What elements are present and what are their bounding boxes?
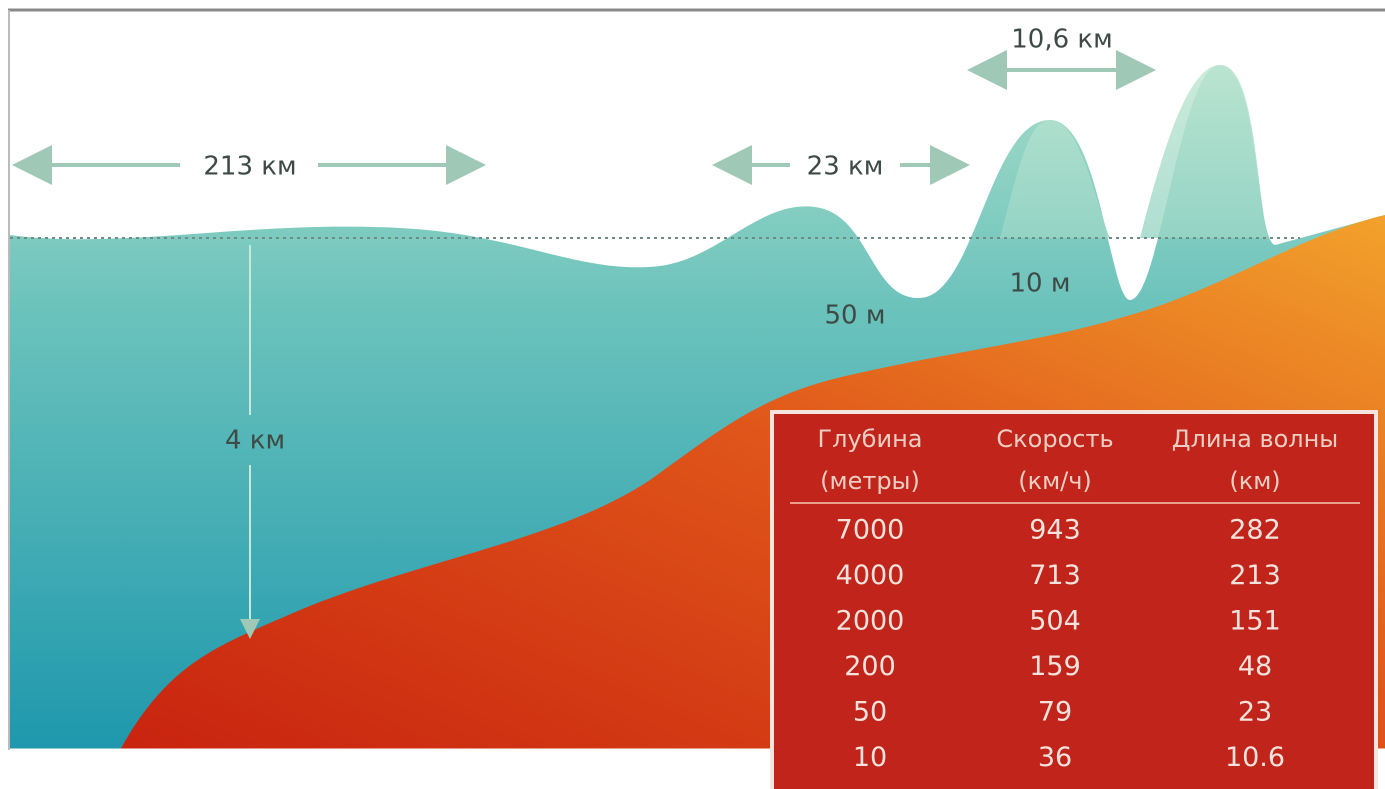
label: 10 м [1010, 269, 1071, 299]
table-cell: 713 [1029, 560, 1081, 591]
table-cell: 282 [1229, 515, 1281, 546]
table-cell: 10 [853, 742, 887, 773]
label: 213 км [203, 152, 296, 182]
table-header: Глубина [818, 425, 923, 453]
table-cell: 48 [1238, 651, 1272, 682]
table-cell: 159 [1029, 651, 1081, 682]
table-cell: 151 [1229, 606, 1281, 637]
table-cell: 23 [1238, 697, 1272, 728]
label: 10,6 км [1011, 25, 1112, 55]
table-header: Скорость [996, 425, 1113, 453]
table-cell: 2000 [836, 606, 905, 637]
table-header: (км/ч) [1018, 467, 1092, 495]
table: Глубина (метры) Скорость (км/ч) Длина волны (… [770, 410, 1378, 789]
table-cell: 79 [1038, 697, 1072, 728]
table-header: (км) [1229, 467, 1280, 495]
label: 50 м [825, 301, 886, 331]
table-header: (метры) [820, 467, 920, 495]
table-cell: 213 [1229, 560, 1281, 591]
label: 23 км [807, 152, 884, 182]
table-box [770, 410, 1378, 789]
table-cell: 50 [853, 697, 887, 728]
table-header: Длина волны [1172, 425, 1339, 453]
table-cell: 10.6 [1225, 742, 1285, 773]
table-cell: 943 [1029, 515, 1081, 546]
label: 4 км [225, 426, 285, 456]
table-cell: 7000 [836, 515, 905, 546]
wave-crests [1000, 65, 1268, 238]
table-cell: 504 [1029, 606, 1081, 637]
table-cell: 200 [844, 651, 896, 682]
table-cell: 4000 [836, 560, 905, 591]
table-cell: 36 [1038, 742, 1072, 773]
